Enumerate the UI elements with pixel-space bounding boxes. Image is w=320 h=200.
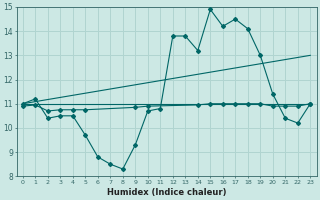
- X-axis label: Humidex (Indice chaleur): Humidex (Indice chaleur): [107, 188, 226, 197]
